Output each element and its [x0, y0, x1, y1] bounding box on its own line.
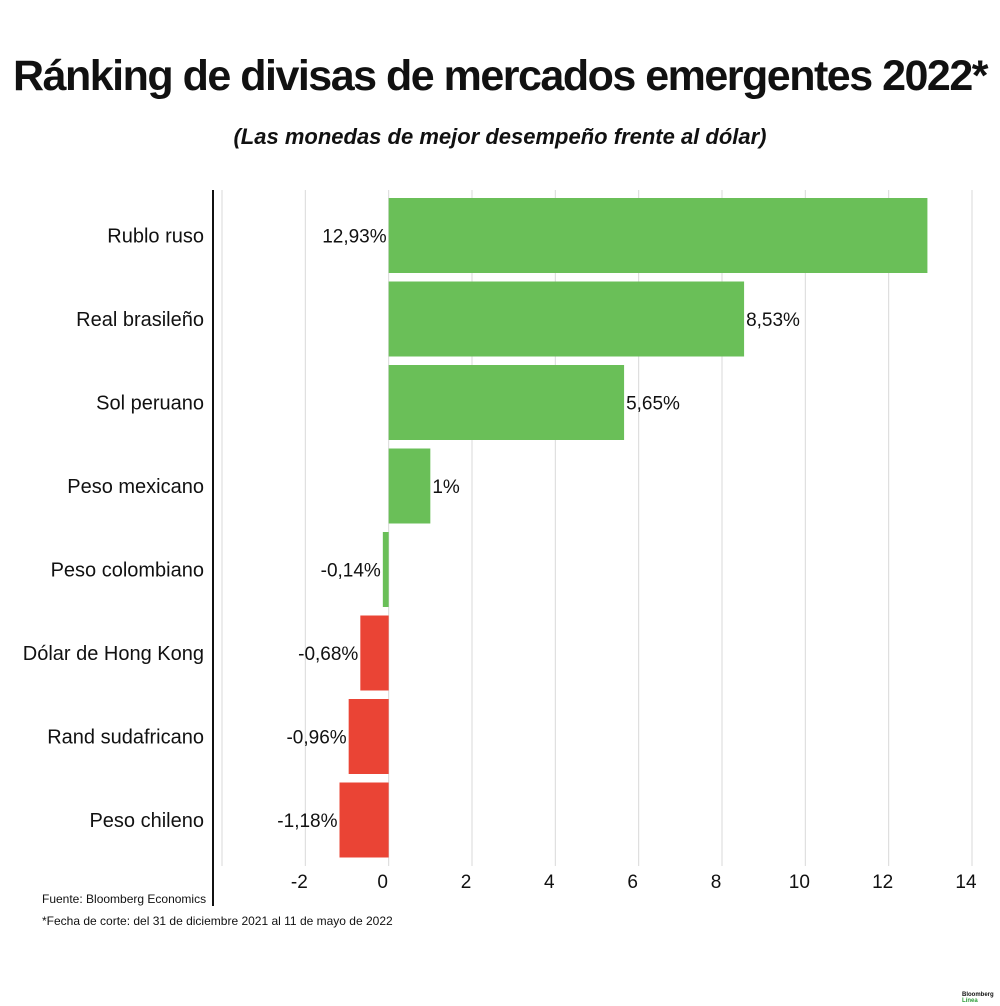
data-label: 8,53% [746, 310, 800, 331]
bar [382, 532, 389, 607]
category-label: Peso mexicano [67, 476, 204, 498]
footnote: *Fecha de corte: del 31 de diciembre 202… [42, 914, 393, 928]
category-label: Rublo ruso [107, 226, 204, 248]
brand-logo: Bloomberg Línea [962, 992, 994, 1004]
bar [360, 615, 389, 691]
x-tick-label: 12 [872, 872, 893, 893]
data-label: 12,93% [322, 227, 387, 248]
chart-subtitle: (Las monedas de mejor desempeño frente a… [233, 124, 767, 149]
bar [388, 198, 928, 273]
data-label: 1% [432, 477, 460, 498]
category-label: Peso colombiano [51, 560, 204, 582]
bar [388, 365, 625, 440]
data-label: -0,96% [286, 728, 346, 749]
value-labels: 12,93% 8,53% 5,65% 1% -0,14% -0,68% -0,96% -1,1… [277, 227, 800, 833]
logo-line1: Bloomberg [962, 992, 994, 998]
chart-title: Ránking de divisas de mercados emergente… [13, 52, 988, 100]
category-label: Sol peruano [96, 393, 204, 415]
data-label: -1,18% [277, 811, 337, 832]
bar [348, 699, 389, 774]
x-tick-label: -2 [291, 872, 308, 893]
x-tick-label: 8 [711, 872, 722, 893]
category-labels: Rublo ruso Real brasileño Sol peruano Peso … [23, 226, 204, 833]
bar [388, 448, 431, 524]
data-label: -0,14% [321, 561, 381, 582]
data-label: 5,65% [626, 394, 680, 415]
category-label: Peso chileno [89, 810, 204, 832]
category-label: Dólar de Hong Kong [23, 643, 204, 665]
x-tick-labels: -2 0 2 4 6 8 10 12 14 [291, 872, 977, 893]
x-tick-label: 2 [461, 872, 472, 893]
category-label: Real brasileño [76, 309, 204, 331]
x-tick-label: 0 [377, 872, 388, 893]
x-tick-label: 6 [627, 872, 638, 893]
bars [339, 198, 928, 858]
bar [388, 281, 745, 357]
logo-line2: Línea [962, 998, 978, 1004]
category-label: Rand sudafricano [47, 727, 204, 749]
x-tick-label: 10 [789, 872, 810, 893]
source-note: Fuente: Bloomberg Economics [42, 892, 207, 906]
data-label: -0,68% [298, 644, 358, 665]
x-tick-label: 4 [544, 872, 555, 893]
x-tick-label: 14 [955, 872, 977, 893]
bar [339, 782, 389, 858]
